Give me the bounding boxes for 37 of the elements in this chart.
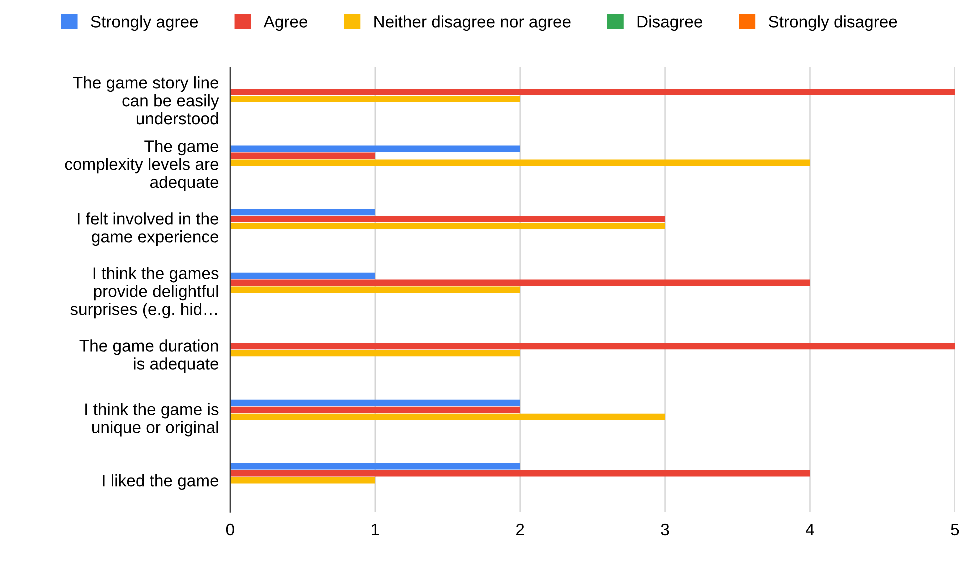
legend-label: Strongly agree — [91, 16, 198, 32]
bar — [230, 209, 376, 216]
bar — [230, 350, 520, 357]
x-tick-label: 1 — [372, 524, 380, 536]
x-tick-label: 5 — [951, 524, 960, 536]
bar — [230, 272, 376, 280]
bar — [230, 414, 666, 420]
bar — [230, 400, 520, 406]
y-tick-label: I felt involved in the game experience — [78, 212, 219, 246]
bar — [230, 216, 666, 223]
bar — [230, 146, 520, 152]
y-tick-label: I think the games provide delightful surprises (e.g. hid… — [70, 267, 219, 319]
x-tick-label: 0 — [226, 524, 234, 536]
y-tick-label: The game complexity levels are adequate — [65, 140, 219, 192]
bar — [230, 223, 666, 230]
y-tick-label: The game duration is adequate — [80, 340, 219, 374]
bar — [230, 343, 956, 350]
bar — [230, 286, 520, 294]
bar — [230, 463, 520, 470]
legend-label: Agree — [264, 16, 308, 32]
bar — [230, 96, 520, 102]
legend-label: Neither disagree nor agree — [374, 16, 571, 32]
y-tick-label: The game story line can be easily understood — [73, 76, 220, 125]
y-tick-label: I liked the game — [103, 474, 219, 490]
x-tick-label: 4 — [806, 524, 814, 536]
legend-label: Disagree — [638, 16, 702, 32]
bar — [230, 477, 376, 484]
bar — [230, 152, 376, 160]
legend-label: Strongly disagree — [768, 16, 898, 32]
bar — [230, 160, 810, 166]
bar — [230, 406, 520, 414]
x-tick-label: 3 — [661, 524, 670, 536]
y-tick-label: I think the game is unique or original — [86, 403, 219, 437]
x-tick-label: 2 — [516, 524, 524, 536]
bar — [230, 280, 810, 286]
bar — [230, 470, 810, 477]
bar — [230, 89, 956, 96]
